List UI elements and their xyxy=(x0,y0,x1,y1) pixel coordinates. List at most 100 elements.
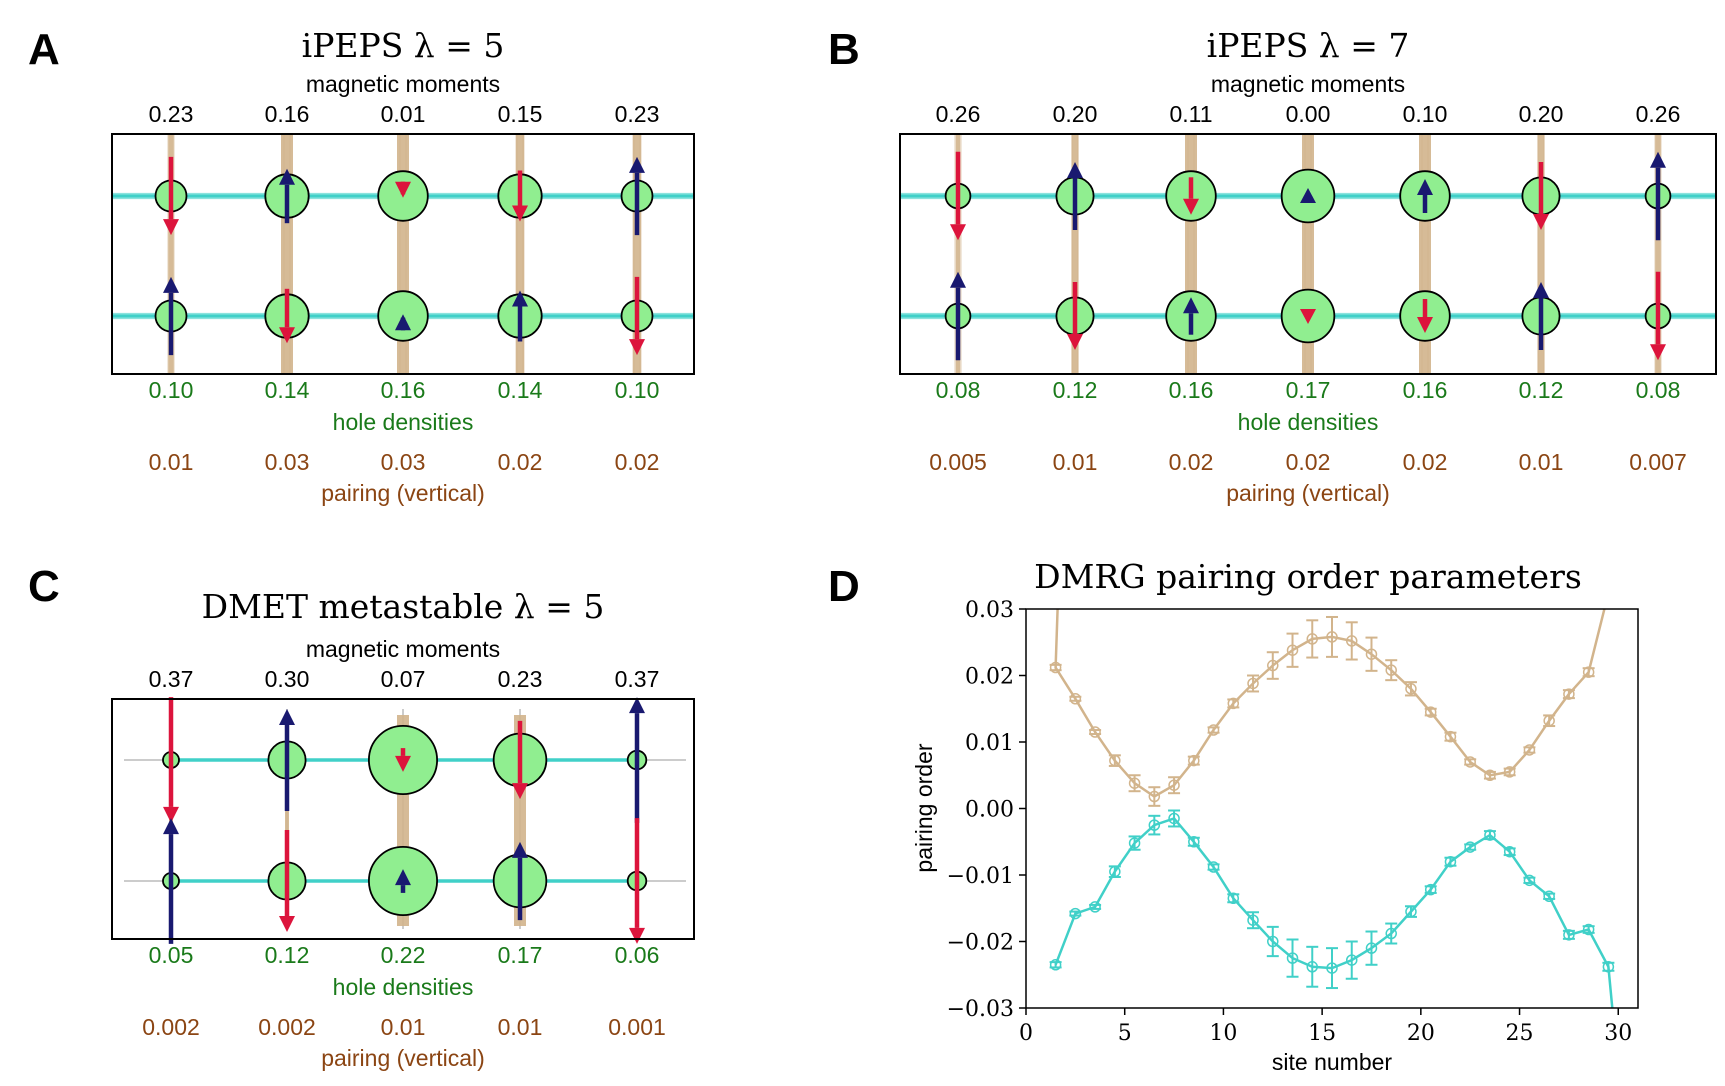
hole-density-value: 0.12 xyxy=(1519,377,1564,403)
data-point xyxy=(1602,961,1615,973)
data-point xyxy=(1286,644,1299,656)
data-point xyxy=(1188,836,1200,848)
x-tick-label: 30 xyxy=(1604,1021,1632,1046)
x-tick-label: 0 xyxy=(1019,1021,1033,1046)
x-tick-label: 20 xyxy=(1407,1021,1435,1046)
data-point xyxy=(1227,697,1240,710)
hole-density-value: 0.16 xyxy=(1169,377,1214,403)
moment-value: 0.10 xyxy=(1403,101,1448,127)
data-point xyxy=(1464,756,1476,768)
moment-value: 0.20 xyxy=(1519,101,1564,127)
hole-density-value: 0.12 xyxy=(265,942,310,968)
y-tick-label: −0.02 xyxy=(947,931,1014,956)
data-point xyxy=(1523,744,1536,756)
data-point xyxy=(1286,952,1299,964)
data-point xyxy=(1543,890,1555,903)
panel-a-moments-label: magnetic moments xyxy=(306,71,500,97)
pairing-value: 0.01 xyxy=(381,1014,426,1040)
data-point xyxy=(1523,874,1536,887)
pairing-value: 0.002 xyxy=(258,1014,316,1040)
spin-down-arrow-head xyxy=(279,327,295,344)
pairing-value: 0.01 xyxy=(1053,449,1098,475)
data-point xyxy=(1503,766,1516,778)
panel-c: C DMET metastable λ = 5 magnetic moments… xyxy=(28,562,695,1071)
data-point xyxy=(1188,754,1200,767)
spin-down-arrow-head xyxy=(629,927,645,944)
panel-b-moments: 0.26 0.20 0.11 0.00 0.10 0.20 0.26 xyxy=(936,101,1681,127)
data-point xyxy=(1326,962,1338,974)
series-vertical-pairing xyxy=(1049,608,1606,807)
spin-up-arrow-head xyxy=(1183,297,1199,314)
panel-c-moments-label: magnetic moments xyxy=(306,636,500,662)
data-point xyxy=(1049,661,1062,674)
spin-up-arrow xyxy=(1300,188,1316,203)
data-point xyxy=(1345,635,1358,647)
data-point xyxy=(1484,769,1496,781)
data-point xyxy=(1405,683,1417,695)
panel-a-holes: 0.10 0.14 0.16 0.14 0.10 xyxy=(149,377,660,403)
data-point xyxy=(1168,779,1180,791)
spin-down-arrow-head xyxy=(1650,344,1666,361)
spin-up-arrow-head xyxy=(279,168,295,185)
hole-density-value: 0.08 xyxy=(1636,377,1681,403)
pairing-value: 0.03 xyxy=(265,449,310,475)
data-point xyxy=(1168,812,1180,825)
data-point xyxy=(1405,905,1417,918)
moment-value: 0.07 xyxy=(381,666,426,692)
data-point xyxy=(1424,883,1437,896)
data-point xyxy=(1582,666,1595,678)
panel-b-lattice xyxy=(900,134,1716,374)
y-tick-label: 0.03 xyxy=(965,598,1014,623)
data-point xyxy=(1563,929,1575,941)
spin-down-arrow-head xyxy=(279,916,295,932)
data-point xyxy=(1128,777,1141,789)
moment-value: 0.00 xyxy=(1286,101,1331,127)
data-point xyxy=(1207,861,1220,873)
data-point xyxy=(1484,829,1496,841)
x-tick-label: 15 xyxy=(1308,1021,1336,1046)
panel-d: D DMRG pairing order parameters 0 5 10 15 20… xyxy=(828,557,1639,1075)
spin-down-arrow xyxy=(1300,309,1316,324)
data-point xyxy=(1148,790,1161,803)
panel-c-letter: C xyxy=(28,562,60,611)
data-point xyxy=(1069,907,1082,920)
spin-down-arrow-head xyxy=(1067,334,1083,350)
moment-value: 0.37 xyxy=(149,666,194,692)
moment-value: 0.20 xyxy=(1053,101,1098,127)
panel-a-pairing-label: pairing (vertical) xyxy=(321,480,485,506)
spin-up-arrow-head xyxy=(279,709,295,725)
data-point xyxy=(1365,942,1378,954)
data-point xyxy=(1444,730,1457,743)
moment-value: 0.01 xyxy=(381,101,426,127)
y-tick-label: 0.01 xyxy=(965,731,1014,756)
spin-up-arrow-head xyxy=(163,818,179,835)
spin-down-arrow-head xyxy=(163,219,179,236)
data-point xyxy=(1444,855,1457,868)
data-point xyxy=(1543,714,1555,727)
panel-c-lattice xyxy=(124,697,686,944)
spin-up-arrow-head xyxy=(395,314,411,331)
pairing-value: 0.001 xyxy=(608,1014,666,1040)
data-point xyxy=(1148,819,1161,831)
pairing-value: 0.02 xyxy=(615,449,660,475)
spin-up-arrow-head xyxy=(1650,151,1666,168)
moment-value: 0.23 xyxy=(615,101,660,127)
pairing-value: 0.02 xyxy=(1403,449,1448,475)
panel-b-pairing-label: pairing (vertical) xyxy=(1226,480,1390,506)
panel-c-pairing: 0.002 0.002 0.01 0.01 0.001 xyxy=(142,1014,666,1040)
data-point xyxy=(1227,892,1240,905)
pairing-value: 0.007 xyxy=(1629,449,1687,475)
hole-density-value: 0.17 xyxy=(1286,377,1331,403)
spin-down-arrow-head xyxy=(512,783,528,800)
moment-value: 0.16 xyxy=(265,101,310,127)
moment-value: 0.26 xyxy=(936,101,981,127)
hole-density-value: 0.14 xyxy=(498,377,543,403)
moment-value: 0.23 xyxy=(498,666,543,692)
data-point xyxy=(1267,935,1279,948)
hole-density-value: 0.16 xyxy=(381,377,426,403)
y-tick-label: −0.01 xyxy=(947,864,1014,889)
pairing-value: 0.02 xyxy=(1169,449,1214,475)
series-horizontal-pairing xyxy=(1049,809,1615,1009)
data-point xyxy=(1089,901,1101,913)
